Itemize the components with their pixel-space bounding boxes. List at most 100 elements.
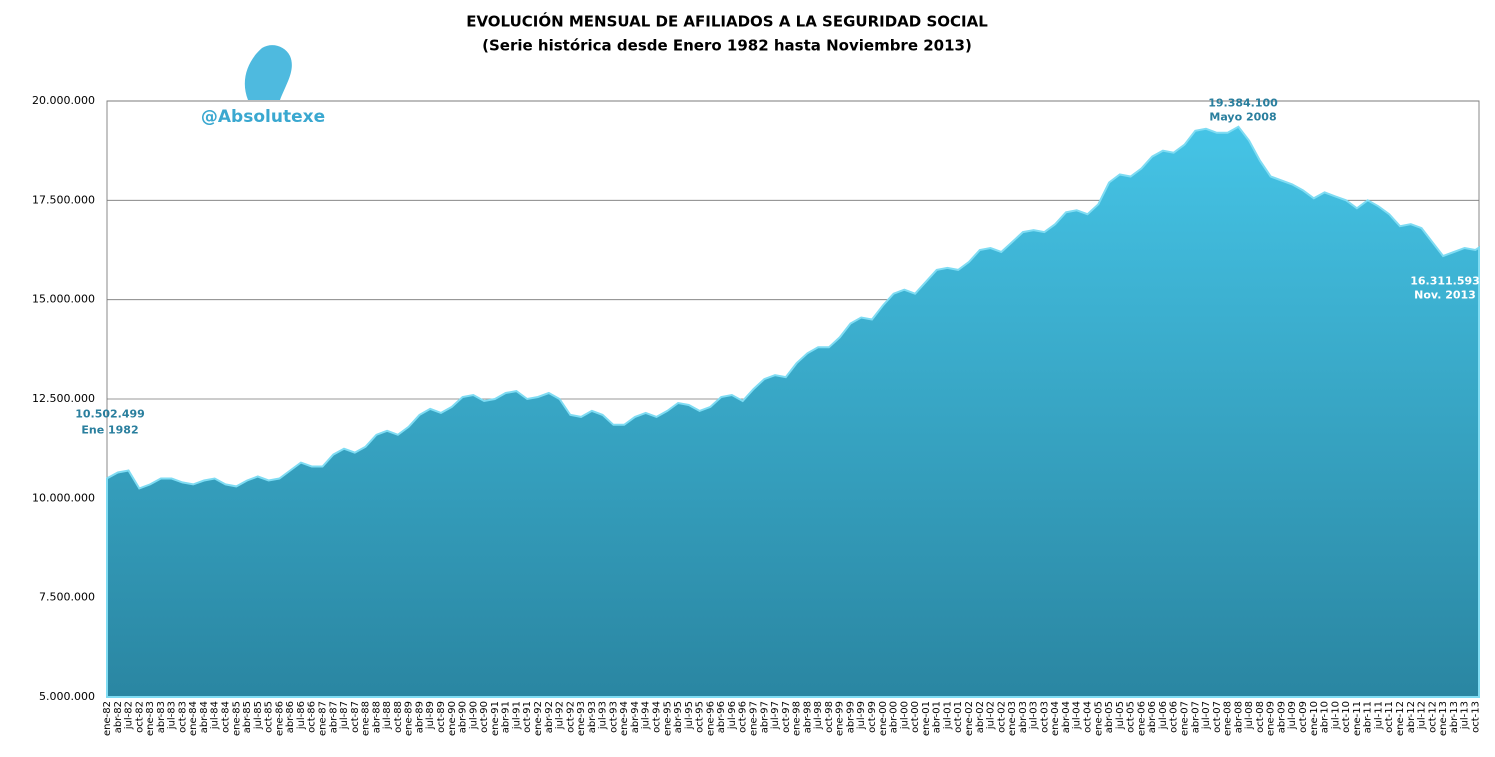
x-tick-label: jul-94 — [641, 701, 652, 730]
x-tick-label: jul-85 — [253, 701, 264, 730]
x-tick-label: abr-04 — [1061, 701, 1072, 733]
x-tick-label: ene-88 — [361, 701, 372, 736]
x-tick-label: oct-90 — [479, 701, 490, 733]
x-tick-label: oct-98 — [824, 701, 835, 733]
x-tick-label: jul-07 — [1201, 701, 1212, 730]
x-tick-label: abr-90 — [458, 701, 469, 733]
x-tick-label: abr-86 — [285, 701, 296, 733]
x-tick-label: oct-11 — [1384, 701, 1395, 733]
x-tick-label: ene-10 — [1309, 701, 1320, 736]
x-tick-label: ene-09 — [1266, 701, 1277, 736]
x-tick-label: oct-00 — [910, 701, 921, 733]
x-tick-label: jul-84 — [210, 701, 221, 730]
x-tick-label: abr-95 — [673, 701, 684, 733]
x-tick-label: oct-83 — [177, 701, 188, 733]
x-tick-label: jul-99 — [856, 701, 867, 730]
x-tick-label: abr-02 — [975, 701, 986, 733]
x-tick-label: ene-02 — [964, 701, 975, 736]
x-tick-label: jul-01 — [942, 701, 953, 730]
x-tick-label: oct-94 — [652, 701, 663, 733]
x-tick-label: oct-85 — [264, 701, 275, 733]
x-tick-label: jul-96 — [727, 701, 738, 730]
x-tick-label: oct-03 — [1039, 701, 1050, 733]
chart-title: EVOLUCIÓN MENSUAL DE AFILIADOS A LA SEGU… — [466, 12, 988, 31]
x-tick-label: jul-97 — [770, 701, 781, 730]
x-tick-label: abr-10 — [1320, 701, 1331, 733]
x-tick-label: oct-86 — [307, 701, 318, 733]
x-tick-label: abr-07 — [1190, 701, 1201, 733]
x-tick-label: oct-96 — [738, 701, 749, 733]
x-tick-label: ene-98 — [792, 701, 803, 736]
x-tick-label: ene-87 — [318, 701, 329, 736]
x-tick-label: abr-83 — [156, 701, 167, 733]
x-tick-label: ene-08 — [1223, 701, 1234, 736]
x-tick-label: oct-06 — [1169, 701, 1180, 733]
x-tick-label: jul-98 — [813, 701, 824, 730]
x-tick-label: jul-82 — [124, 701, 135, 730]
x-tick-label: jul-91 — [511, 701, 522, 730]
x-tick-label: jul-03 — [1029, 701, 1040, 730]
x-tick-label: jul-89 — [425, 701, 436, 730]
annotation-date: Nov. 2013 — [1414, 289, 1476, 302]
x-tick-label: jul-90 — [468, 701, 479, 730]
x-tick-label: ene-85 — [231, 701, 242, 736]
x-tick-label: ene-06 — [1136, 701, 1147, 736]
x-tick-label: jul-05 — [1115, 701, 1126, 730]
x-tick-label: ene-12 — [1395, 701, 1406, 736]
x-tick-label: oct-13 — [1470, 701, 1481, 733]
x-tick-label: ene-96 — [705, 701, 716, 736]
y-tick-label: 5.000.000 — [39, 690, 95, 703]
x-tick-label: ene-97 — [749, 701, 760, 736]
area — [106, 125, 1480, 698]
x-tick-label: abr-08 — [1233, 701, 1244, 733]
x-tick-label: oct-12 — [1427, 701, 1438, 733]
x-tick-label: abr-88 — [371, 701, 382, 733]
x-tick-label: jul-11 — [1373, 701, 1384, 730]
x-tick-label: jul-06 — [1158, 701, 1169, 730]
x-tick-label: abr-03 — [1018, 701, 1029, 733]
x-tick-label: abr-09 — [1277, 701, 1288, 733]
x-tick-label: ene-95 — [662, 701, 673, 736]
x-tick-label: oct-07 — [1212, 701, 1223, 733]
x-tick-label: abr-01 — [932, 701, 943, 733]
x-tick-label: abr-98 — [802, 701, 813, 733]
x-tick-label: ene-13 — [1438, 701, 1449, 736]
x-tick-label: abr-99 — [846, 701, 857, 733]
x-tick-label: ene-07 — [1180, 701, 1191, 736]
x-tick-label: abr-89 — [415, 701, 426, 733]
x-tick-label: oct-89 — [436, 701, 447, 733]
x-tick-label: ene-92 — [533, 701, 544, 736]
x-tick-label: jul-12 — [1417, 701, 1428, 730]
watermark: @Absolutexe — [201, 107, 325, 127]
x-tick-label: jul-08 — [1244, 701, 1255, 730]
x-tick-label: abr-85 — [242, 701, 253, 733]
x-tick-label: abr-82 — [113, 701, 124, 733]
x-tick-label: jul-04 — [1072, 701, 1083, 730]
x-tick-label: abr-94 — [630, 701, 641, 733]
x-tick-label: jul-10 — [1330, 701, 1341, 730]
y-tick-label: 7.500.000 — [39, 591, 95, 604]
x-tick-label: oct-01 — [953, 701, 964, 733]
annotation-value: 10.502.499 — [75, 407, 145, 420]
annotation-value: 16.311.593 — [1410, 275, 1480, 288]
y-tick-label: 17.500.000 — [32, 193, 95, 206]
x-tick-label: abr-84 — [199, 701, 210, 733]
x-tick-label: oct-95 — [695, 701, 706, 733]
x-tick-label: abr-13 — [1449, 701, 1460, 733]
x-tick-label: oct-97 — [781, 701, 792, 733]
x-tick-label: ene-91 — [490, 701, 501, 736]
x-tick-label: abr-91 — [501, 701, 512, 733]
x-tick-label: ene-00 — [878, 701, 889, 736]
x-tick-label: oct-87 — [350, 701, 361, 733]
x-tick-label: abr-93 — [587, 701, 598, 733]
x-tick-label: abr-97 — [759, 701, 770, 733]
logo — [244, 45, 292, 100]
x-tick-label: oct-10 — [1341, 701, 1352, 733]
x-tick-label: abr-06 — [1147, 701, 1158, 733]
x-tick-label: jul-00 — [899, 701, 910, 730]
x-tick-label: jul-88 — [382, 701, 393, 730]
y-tick-label: 12.500.000 — [32, 392, 95, 405]
x-tick-label: abr-05 — [1104, 701, 1115, 733]
x-tick-label: jul-09 — [1287, 701, 1298, 730]
